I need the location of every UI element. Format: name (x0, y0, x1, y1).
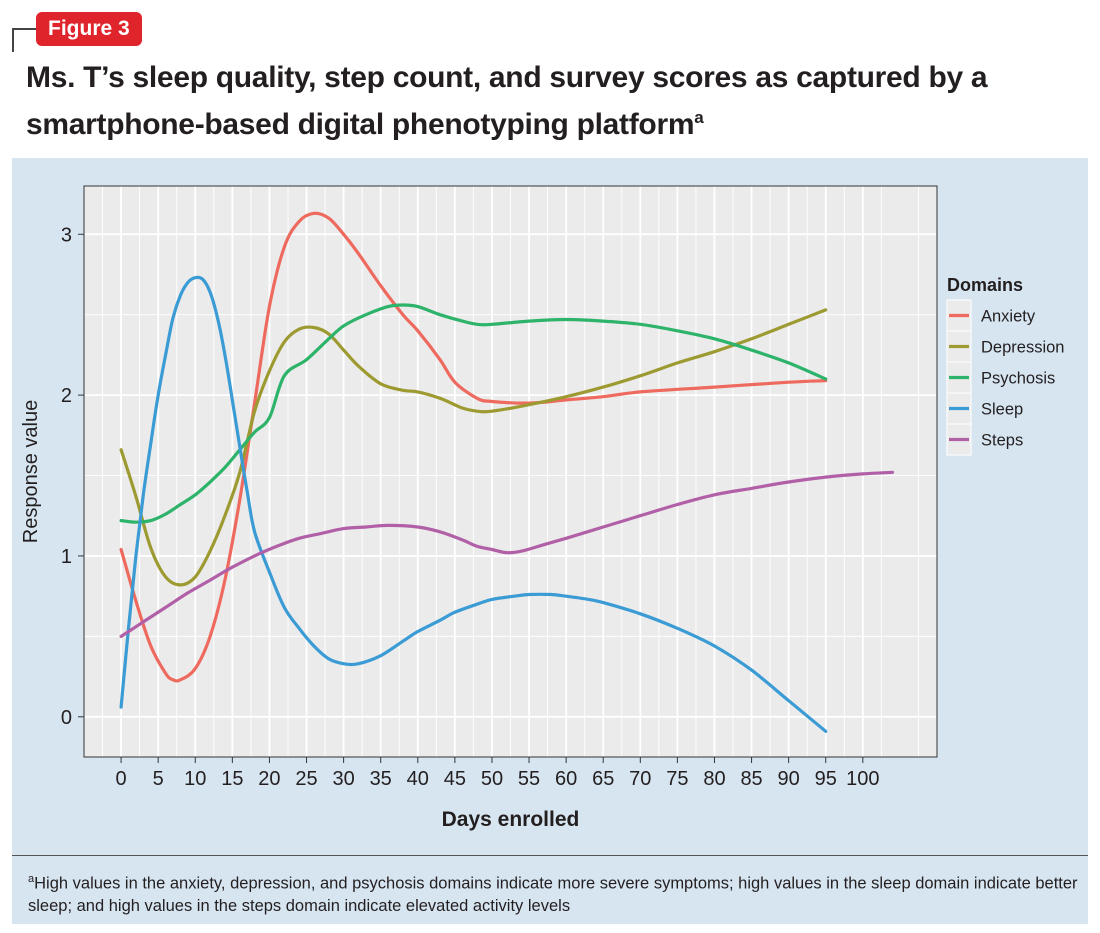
line-chart: 0 5 10 15 20 25 30 35 40 45 50 55 60 65 70 75 80 85 90 95 10… (20, 185, 1064, 831)
x-tick-label: 45 (444, 768, 466, 790)
x-tick-label: 5 (153, 768, 164, 790)
figure-title: Ms. T’s sleep quality, step count, and s… (26, 58, 1076, 145)
legend-label-sleep: Sleep (981, 401, 1023, 419)
x-tick-label: 80 (703, 768, 725, 790)
x-tick-label: 15 (221, 768, 243, 790)
legend-label-anxiety: Anxiety (981, 308, 1036, 326)
series-line-depression (119, 308, 828, 587)
y-tick-label: 0 (61, 707, 72, 729)
x-tick-label: 25 (295, 768, 317, 790)
x-tick-label: 85 (740, 768, 762, 790)
x-tick-label: 20 (258, 768, 280, 790)
figure-bracket (12, 28, 36, 52)
legend-label-steps: Steps (981, 432, 1023, 450)
legend-label-depression: Depression (981, 339, 1064, 357)
x-tick-label: 30 (332, 768, 354, 790)
plot-border (83, 185, 938, 758)
series-line-psychosis (119, 303, 828, 524)
footnote-divider (12, 855, 1088, 856)
figure-label-badge: Figure 3 (36, 12, 142, 46)
figure-title-text: Ms. T’s sleep quality, step count, and s… (26, 61, 988, 141)
x-tick-label: 70 (629, 768, 651, 790)
series-line-anxiety (119, 211, 828, 683)
x-tick-label: 55 (518, 768, 540, 790)
legend-title: Domains (947, 275, 1023, 295)
x-tick-label: 90 (778, 768, 800, 790)
series-line-steps (119, 470, 895, 638)
footnote-marker: a (28, 873, 35, 885)
x-tick-label: 60 (555, 768, 577, 790)
footnote: aHigh values in the anxiety, depression,… (28, 868, 1078, 917)
x-tick-label: 40 (407, 768, 429, 790)
figure-title-superscript: a (694, 108, 704, 127)
figure-panel: 0 5 10 15 20 25 30 35 40 45 50 55 60 65 70 75 80 85 90 95 10… (12, 158, 1088, 924)
y-axis-label: Response value (20, 400, 42, 543)
x-tick-label: 0 (116, 768, 127, 790)
x-tick-label: 65 (592, 768, 614, 790)
y-tick-label: 3 (61, 224, 72, 246)
x-tick-label: 35 (370, 768, 392, 790)
series-line-sleep (119, 275, 828, 733)
x-axis-label: Days enrolled (442, 808, 580, 831)
footnote-text: High values in the anxiety, depression, … (28, 874, 1078, 915)
y-tick-label: 2 (61, 385, 72, 407)
legend-label-psychosis: Psychosis (981, 370, 1055, 388)
x-tick-label: 10 (184, 768, 206, 790)
y-tick-label: 1 (61, 546, 72, 568)
x-tick-label: 75 (666, 768, 688, 790)
x-tick-label: 95 (815, 768, 837, 790)
x-tick-label: 50 (481, 768, 503, 790)
x-tick-label: 100 (846, 768, 879, 790)
